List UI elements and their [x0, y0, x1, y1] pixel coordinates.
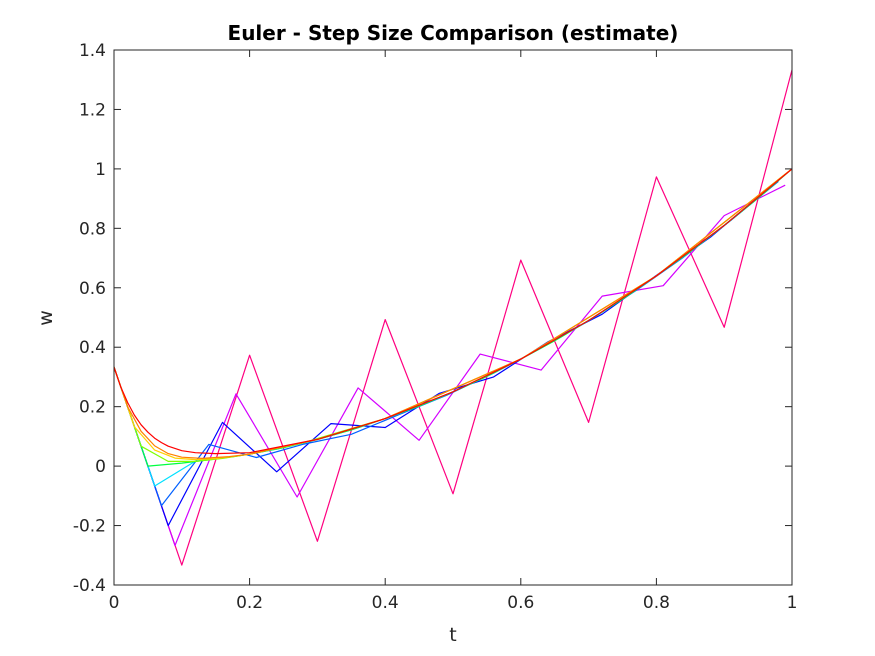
ticks-layer: 0 0.2 0.4 0.6 0.8 1 -0.4 -0.2 0 0.2 0.4 0.6 0.8 1 1.2 1…: [73, 41, 798, 613]
x-tick-label: 0.6: [507, 593, 534, 613]
y-tick-label: 1.2: [79, 100, 106, 120]
y-tick-label: 0.2: [79, 398, 106, 418]
y-tick-label: -0.4: [73, 576, 106, 596]
x-tick-label: 1: [787, 593, 798, 613]
x-tick-label: 0.2: [236, 593, 263, 613]
series-line-9: [113, 168, 793, 459]
series-line-1: [113, 69, 793, 566]
y-tick-label: 0.6: [79, 279, 106, 299]
y-axis-label: w: [35, 310, 57, 326]
chart-title: Euler - Step Size Comparison (estimate): [228, 21, 679, 45]
y-tick-label: 0.4: [79, 338, 106, 358]
x-axis-label: t: [449, 624, 456, 646]
y-tick-label: 1.4: [79, 41, 106, 61]
x-tick-label: 0: [109, 593, 120, 613]
plot-frame: [113, 49, 793, 586]
x-tick-label: 0.4: [372, 593, 399, 613]
y-tick-label: 1: [95, 160, 106, 180]
y-tick-label: 0: [95, 457, 106, 477]
series-layer: [113, 69, 793, 566]
x-tick-label: 0.8: [643, 593, 670, 613]
plot-area: [114, 50, 792, 585]
series-line-2: [113, 184, 786, 547]
y-tick-label: -0.2: [73, 517, 106, 537]
y-tick-label: 0.8: [79, 219, 106, 239]
series-line-10: [113, 168, 793, 455]
